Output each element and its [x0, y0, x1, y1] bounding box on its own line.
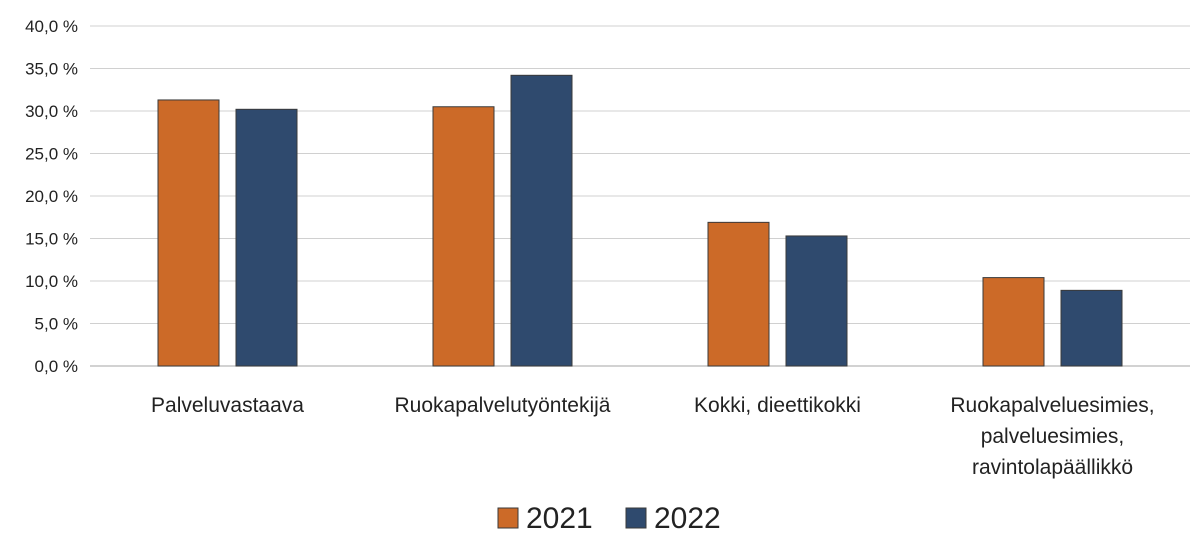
y-axis-tick-labels: 0,0 % 5,0 % 10,0 % 15,0 % 20,0 % 25,0 % 30,0 %…: [25, 17, 78, 376]
bar-2021-3: [982, 277, 1045, 367]
bar-2021-2: [707, 221, 770, 367]
x-axis-category-labels: Palveluvastaava Ruokapalvelutyöntekijä Kok…: [151, 394, 1155, 479]
category-label-line: Ruokapalveluesimies,: [950, 394, 1154, 417]
legend-label: 2022: [654, 502, 721, 535]
y-tick-label: 20,0 %: [25, 187, 78, 206]
category-label-line: ravintolapäällikkö: [972, 456, 1133, 479]
category-label-line: Kokki, dieettikokki: [694, 394, 861, 417]
category-label-line: Palveluvastaava: [151, 394, 304, 417]
category-label-line: Ruokapalvelutyöntekijä: [395, 394, 611, 417]
category-label: Ruokapalveluesimies, palveluesimies, ravin…: [950, 394, 1154, 479]
category-label: Kokki, dieettikokki: [694, 394, 861, 417]
category-label-line: palveluesimies,: [981, 425, 1125, 448]
y-tick-label: 35,0 %: [25, 60, 78, 79]
y-tick-label: 30,0 %: [25, 102, 78, 121]
bar-2021-1: [432, 106, 495, 367]
bars: [157, 74, 1123, 367]
y-tick-label: 5,0 %: [35, 315, 78, 334]
legend: 2021 2022: [497, 502, 721, 535]
legend-swatch-2021: [497, 507, 519, 529]
bar-2021-0: [157, 99, 220, 367]
y-tick-label: 0,0 %: [35, 357, 78, 376]
bar-2022-1: [510, 74, 573, 367]
y-tick-label: 25,0 %: [25, 145, 78, 164]
category-label: Palveluvastaava: [151, 394, 304, 417]
legend-swatch-2022: [625, 507, 647, 529]
y-tick-label: 15,0 %: [25, 230, 78, 249]
category-label: Ruokapalvelutyöntekijä: [395, 394, 611, 417]
y-tick-label: 10,0 %: [25, 272, 78, 291]
y-tick-label: 40,0 %: [25, 17, 78, 36]
bar-2022-3: [1060, 289, 1123, 367]
legend-label: 2021: [526, 502, 593, 535]
bar-2022-2: [785, 235, 848, 367]
bar-2022-0: [235, 108, 298, 367]
